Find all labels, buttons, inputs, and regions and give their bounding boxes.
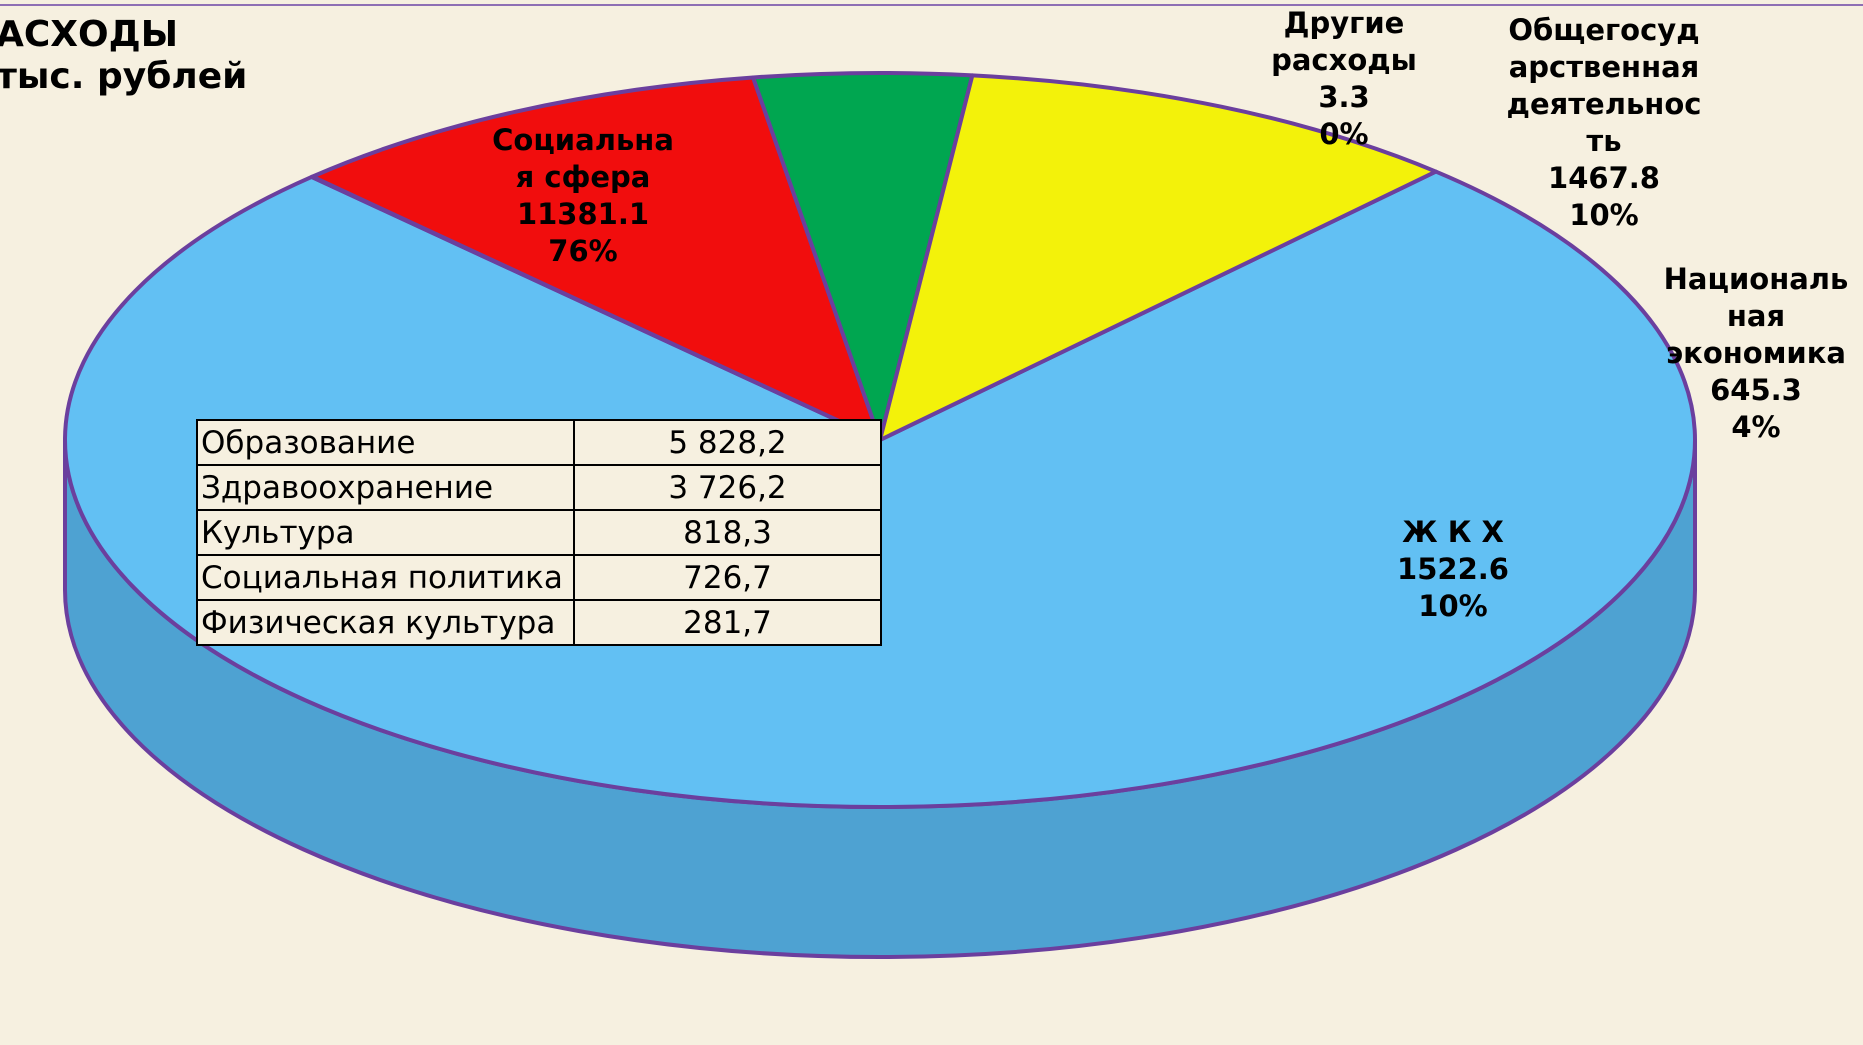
- table-cell-name: Образование: [196, 419, 575, 466]
- data-label-name: я сфера: [516, 160, 651, 194]
- pie-data-labels: Социальна я сфера 11381.1 76%Другие расходы 3…: [492, 6, 1848, 623]
- table-row: Культура 818,3: [196, 509, 882, 556]
- pie-slice-общегосударственнаядеятельность: [310, 75, 882, 442]
- data-label-name: экономика: [1666, 336, 1846, 370]
- table-row: Физическая культура 281,7: [196, 599, 882, 646]
- data-label-percent: 0%: [1319, 117, 1368, 151]
- data-label-name: деятельнос: [1507, 87, 1702, 121]
- data-label-name: расходы: [1271, 43, 1417, 77]
- data-label-percent: 76%: [548, 234, 617, 268]
- data-label-name: арственная: [1509, 50, 1700, 84]
- data-label-percent: 4%: [1731, 410, 1780, 444]
- data-label-percent: 10%: [1418, 589, 1487, 623]
- table-cell-name: Здравоохранение: [196, 464, 575, 511]
- table-cell-name: Культура: [196, 509, 575, 556]
- chart-title: АСХОДЫ тыс. рублей: [0, 14, 247, 98]
- data-label-name: Социальна: [492, 123, 674, 157]
- data-label-социальная-сфера: Социальна я сфера 11381.1 76%: [492, 123, 674, 268]
- table-row: Здравоохранение 3 726,2: [196, 464, 882, 511]
- table-cell-value: 5 828,2: [573, 419, 882, 466]
- table-cell-value: 281,7: [573, 599, 882, 646]
- data-label-value: 645.3: [1710, 373, 1802, 407]
- data-label-value: 1522.6: [1397, 552, 1509, 586]
- table-cell-name: Социальная политика: [196, 554, 575, 601]
- data-label-другиерасходы: Другие расходы 3.3 0%: [1271, 6, 1417, 151]
- table-cell-value: 818,3: [573, 509, 882, 556]
- data-label-общегосударственнаядеятельность: Общегосуд арственная деятельнос ть 1467.8 10%: [1507, 13, 1702, 232]
- pie-slices: [63, 71, 1697, 809]
- data-label-name: Ж К Х: [1402, 515, 1504, 549]
- data-label-name: Другие: [1284, 6, 1405, 40]
- data-label-value: 11381.1: [517, 197, 649, 231]
- data-label-percent: 10%: [1569, 198, 1638, 232]
- data-label-value: 1467.8: [1548, 161, 1660, 195]
- data-label-name: Националь: [1664, 262, 1849, 296]
- data-label-name: ная: [1727, 299, 1785, 333]
- table-row: Образование 5 828,2: [196, 419, 882, 466]
- pie-slice-ж-к-х: [878, 73, 1438, 442]
- data-label-name: ть: [1586, 124, 1621, 158]
- top-divider-line: [0, 4, 1863, 6]
- table-row: Социальная политика 726,7: [196, 554, 882, 601]
- table-cell-value: 3 726,2: [573, 464, 882, 511]
- data-label-ж-к-х: Ж К Х 1522.6 10%: [1397, 515, 1509, 623]
- data-label-name: Общегосуд: [1508, 13, 1699, 47]
- data-label-национальнаяэкономика: Националь ная экономика 645.3 4%: [1664, 262, 1849, 444]
- pie-slice-национальнаяэкономика: [751, 71, 975, 442]
- data-label-value: 3.3: [1318, 80, 1369, 114]
- social-sphere-breakdown-table: Образование 5 828,2 Здравоохранение 3 72…: [196, 419, 882, 646]
- table-cell-name: Физическая культура: [196, 599, 575, 646]
- chart-title-line1: АСХОДЫ: [0, 14, 179, 55]
- table-cell-value: 726,7: [573, 554, 882, 601]
- chart-subtitle: тыс. рублей: [0, 56, 248, 97]
